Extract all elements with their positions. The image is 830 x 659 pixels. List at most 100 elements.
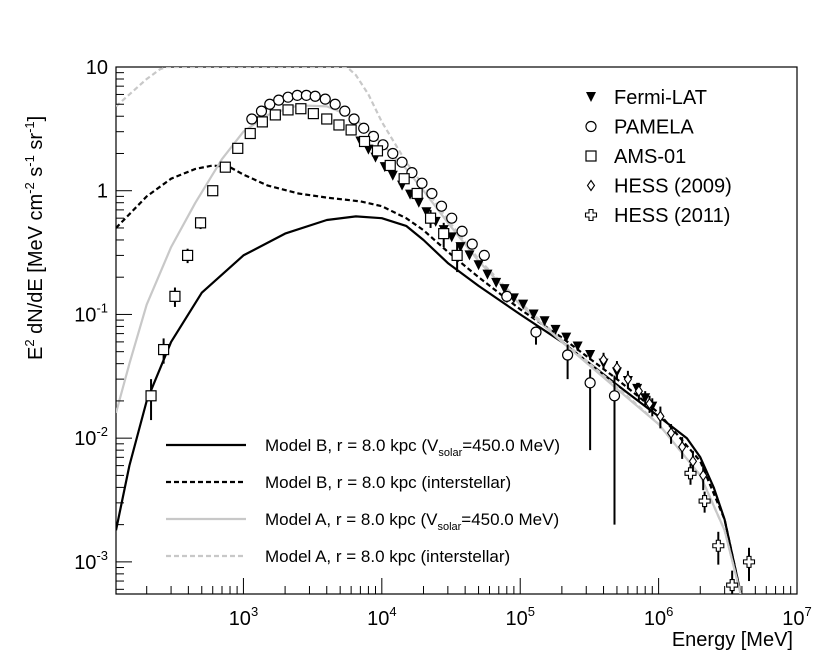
data-point: [387, 147, 399, 160]
x-tick-label: 107: [782, 604, 811, 630]
data-point: [194, 217, 207, 229]
data-point: [348, 113, 360, 125]
model-legend: Model B, r = 8.0 kpc (Vsolar=450.0 MeV) M…: [166, 436, 560, 566]
legend-marker: [586, 179, 596, 192]
data-point: [634, 385, 644, 398]
y-tick-label: 10-3: [74, 548, 108, 574]
data-point: [264, 98, 276, 110]
y-tick-label: 10: [86, 57, 108, 79]
x-tick-label: 106: [644, 604, 673, 630]
data-points: [145, 89, 756, 594]
data-point: [666, 427, 676, 439]
data-point: [387, 170, 398, 181]
data-point: [345, 124, 357, 136]
data-point: [329, 98, 341, 110]
data-point: [246, 113, 258, 125]
data-point: [742, 555, 756, 568]
data-point: [466, 238, 478, 250]
data-point: [256, 116, 268, 128]
data-point: [464, 250, 475, 261]
data-point: [640, 393, 651, 404]
data-point: [384, 159, 396, 172]
data-point: [530, 326, 542, 338]
data-point: [145, 390, 157, 402]
legend-label: Model A, r = 8.0 kpc (Vsolar=450.0 MeV): [265, 510, 559, 533]
data-point: [358, 122, 370, 134]
legend-label: Model B, r = 8.0 kpc (interstellar): [265, 473, 511, 492]
data-point: [518, 299, 529, 310]
data-point: [550, 324, 561, 335]
data-point: [169, 290, 181, 302]
legend-marker: [584, 208, 598, 222]
data-point: [456, 225, 468, 237]
x-axis-label: Energy [MeV]: [672, 629, 793, 651]
data-point: [307, 108, 319, 120]
data-point: [612, 361, 622, 374]
model-line: [116, 164, 742, 594]
legend-label: Model A, r = 8.0 kpc (interstellar): [265, 547, 510, 566]
data-point: [282, 104, 294, 116]
model-line: [116, 215, 742, 594]
data-point: [584, 377, 596, 389]
data-point: [319, 93, 331, 105]
data-point: [438, 228, 450, 240]
data-point: [599, 353, 608, 366]
y-tick-label: 10-2: [74, 424, 108, 450]
data-point: [451, 249, 463, 262]
data-point: [435, 200, 448, 212]
data-point: [491, 277, 502, 288]
x-tick-label: 103: [229, 604, 258, 630]
x-tick-label: 104: [367, 604, 396, 630]
data-point: [478, 249, 490, 262]
data-point: [623, 373, 633, 386]
data-point: [411, 187, 423, 200]
legend-label: HESS (2011): [614, 205, 730, 227]
y-tick-label: 1: [97, 181, 108, 203]
data-point: [684, 467, 697, 480]
data-point: [499, 284, 510, 295]
data-point: [295, 103, 307, 115]
legend-label: Model B, r = 8.0 kpc (Vsolar=450.0 MeV): [265, 436, 560, 459]
data-point: [371, 145, 384, 157]
data-point: [421, 207, 432, 218]
data-point: [282, 91, 294, 103]
legend-label: Fermi-LAT: [614, 87, 707, 109]
data-point: [333, 119, 345, 131]
data-point: [726, 578, 739, 592]
data-point: [608, 390, 621, 402]
data-point: [158, 343, 170, 356]
data-point: [363, 144, 374, 155]
data-point: [539, 316, 550, 327]
axes: 103 104 105 106 107 10-3 10-2 10-1 1 10: [74, 57, 812, 630]
data-point: [473, 260, 484, 271]
data-point: [182, 249, 194, 262]
data-point: [232, 142, 244, 154]
data-point: [656, 410, 665, 423]
data-point: [426, 187, 438, 200]
y-tick-label: 10-1: [74, 300, 108, 326]
data-point: [339, 105, 351, 117]
legend-label: HESS (2009): [614, 176, 732, 198]
data-point: [482, 269, 493, 280]
data-point: [501, 290, 513, 302]
data-point: [572, 341, 583, 352]
data-point: [446, 212, 458, 224]
x-tick-label: 105: [505, 604, 534, 630]
data-point: [698, 495, 711, 508]
data-point: [396, 156, 408, 168]
data-point: [244, 127, 256, 140]
data-point: [712, 539, 725, 552]
data-point: [424, 212, 437, 224]
data-point: [207, 185, 219, 197]
data-point: [255, 105, 268, 117]
data-point: [562, 349, 574, 361]
data-point: [645, 397, 654, 410]
data-point: [688, 455, 698, 468]
data-point: [219, 161, 231, 173]
data-point: [321, 113, 333, 125]
data-point: [309, 90, 321, 102]
data-point: [273, 94, 285, 106]
y-axis-label: E2 dN/dE [MeV cm-2 s-1 sr-1]: [22, 116, 47, 360]
data-point: [528, 309, 539, 320]
